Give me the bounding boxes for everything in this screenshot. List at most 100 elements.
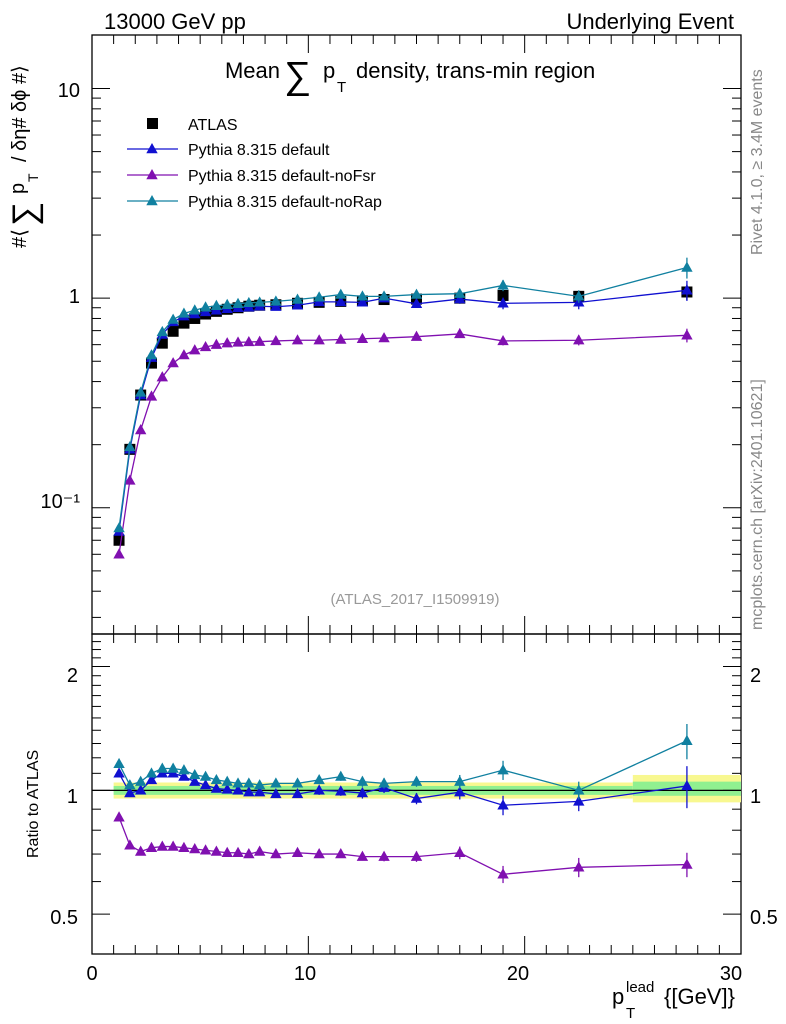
plot-title: Mean ∑ p T density, trans-min region bbox=[225, 55, 595, 97]
ratio-marker-default bbox=[270, 787, 282, 799]
ratio-marker-default bbox=[454, 786, 466, 797]
top-series bbox=[113, 257, 693, 559]
marker-default bbox=[410, 297, 423, 308]
marker-nofsr bbox=[378, 332, 390, 343]
ratio-marker-nofsr bbox=[378, 850, 390, 861]
ratio-marker-norap bbox=[124, 779, 136, 790]
marker-nofsr bbox=[410, 330, 423, 341]
ratio-marker-default bbox=[681, 779, 693, 791]
ratio-marker-nofsr bbox=[156, 840, 169, 851]
marker-nofsr bbox=[210, 338, 223, 349]
marker-default bbox=[454, 293, 466, 304]
marker-norap bbox=[145, 349, 158, 360]
ratio-marker-norap bbox=[232, 777, 244, 788]
ratio-marker-default bbox=[232, 784, 244, 795]
ratio-marker-default bbox=[356, 787, 369, 798]
marker-nofsr bbox=[681, 329, 693, 340]
marker-nofsr bbox=[291, 334, 304, 345]
ratio-marker-norap bbox=[335, 770, 347, 781]
marker-norap bbox=[573, 290, 585, 301]
svg-text:p: p bbox=[7, 183, 29, 194]
ratio-marker-norap bbox=[270, 777, 282, 788]
ratio-marker-default bbox=[313, 784, 325, 795]
axis-ticks bbox=[91, 35, 742, 955]
header-left: 13000 GeV pp bbox=[104, 9, 246, 34]
legend-marker-nofsr bbox=[146, 169, 158, 180]
ratio-tick-label-right-0p5: 0.5 bbox=[750, 907, 778, 929]
ratio-marker-default bbox=[178, 770, 190, 781]
ratio-marker-default bbox=[210, 782, 223, 793]
ratio-marker-norap bbox=[113, 757, 125, 769]
ratio-marker-nofsr bbox=[335, 848, 347, 859]
ratio-marker-nofsr bbox=[291, 846, 304, 857]
top-y-tick-labels: 10⁻¹ 1 10 bbox=[41, 80, 81, 513]
ratio-marker-default bbox=[291, 787, 304, 799]
y-tick-label-1: 1 bbox=[69, 286, 80, 308]
legend-label-atlas: ATLAS bbox=[188, 117, 238, 134]
ylabel-sigma-glyph: ∑ bbox=[6, 202, 44, 226]
marker-nofsr bbox=[221, 337, 233, 348]
analysis-id: (ATLAS_2017_I1509919) bbox=[330, 591, 499, 608]
svg-text:p: p bbox=[612, 984, 624, 1009]
marker-nofsr bbox=[573, 334, 585, 345]
ratio-marker-nofsr bbox=[270, 848, 282, 859]
ratio-marker-default bbox=[189, 775, 201, 786]
marker-norap bbox=[253, 296, 266, 307]
marker-norap bbox=[681, 261, 693, 272]
marker-nofsr bbox=[454, 327, 466, 339]
marker-norap bbox=[270, 295, 282, 306]
ratio-marker-default bbox=[145, 773, 158, 785]
ratio-marker-default bbox=[243, 786, 255, 797]
x-tick-labels: 0 10 20 30 bbox=[86, 963, 742, 985]
ratio-marker-default bbox=[573, 795, 585, 806]
marker-atlas bbox=[113, 534, 125, 546]
y-tick-label-10: 10 bbox=[58, 80, 80, 102]
ratio-marker-norap bbox=[291, 777, 304, 788]
ratio-marker-nofsr bbox=[454, 846, 466, 857]
marker-norap bbox=[232, 297, 244, 308]
title-sub: T bbox=[337, 79, 346, 96]
legend-marker-norap bbox=[146, 195, 158, 206]
marker-atlas bbox=[156, 337, 168, 349]
x-tick-label-0: 0 bbox=[86, 963, 97, 985]
marker-default bbox=[335, 295, 347, 307]
ratio-marker-norap bbox=[199, 770, 212, 781]
marker-nofsr bbox=[335, 333, 347, 344]
ratio-marker-default bbox=[113, 767, 125, 778]
legend-marker-atlas bbox=[147, 118, 158, 129]
marker-norap bbox=[124, 440, 136, 452]
legend-entry-default: Pythia 8.315 default bbox=[127, 142, 330, 159]
marker-norap bbox=[189, 304, 201, 315]
ratio-marker-default bbox=[497, 799, 509, 810]
marker-atlas bbox=[145, 357, 157, 369]
line-default bbox=[118, 289, 687, 532]
ratio-tick-label-right-2: 2 bbox=[750, 665, 761, 687]
ratio-marker-default bbox=[335, 785, 347, 796]
x-tick-label-30: 30 bbox=[720, 963, 742, 985]
marker-nofsr bbox=[178, 349, 190, 360]
legend-label-default: Pythia 8.315 default bbox=[188, 142, 330, 159]
ratio-marker-norap bbox=[156, 762, 169, 773]
marker-norap bbox=[497, 279, 509, 290]
marker-norap bbox=[313, 291, 325, 302]
marker-atlas bbox=[189, 312, 201, 324]
svg-text:#⟨: #⟨ bbox=[9, 229, 31, 248]
x-axis-label: p T lead {[GeV]} bbox=[612, 979, 735, 1022]
marker-nofsr bbox=[497, 334, 509, 346]
ratio-marker-nofsr bbox=[134, 845, 147, 856]
legend-entry-nofsr: Pythia 8.315 default-noFsr bbox=[127, 168, 376, 185]
ratio-marker-norap bbox=[253, 779, 266, 790]
ratio-line-nofsr bbox=[118, 817, 687, 875]
marker-nofsr bbox=[356, 332, 369, 343]
marker-atlas bbox=[497, 289, 509, 301]
ratio-series bbox=[113, 723, 693, 884]
legend-entry-norap: Pythia 8.315 default-noRap bbox=[127, 194, 382, 211]
marker-default bbox=[270, 300, 282, 311]
ratio-marker-norap bbox=[178, 764, 190, 775]
marker-atlas bbox=[167, 325, 179, 337]
marker-atlas bbox=[178, 317, 190, 329]
ratio-tick-label-left-1: 1 bbox=[67, 786, 78, 808]
ratio-marker-default bbox=[199, 779, 212, 790]
ratio-marker-nofsr bbox=[410, 850, 423, 861]
svg-text:T: T bbox=[25, 173, 41, 182]
